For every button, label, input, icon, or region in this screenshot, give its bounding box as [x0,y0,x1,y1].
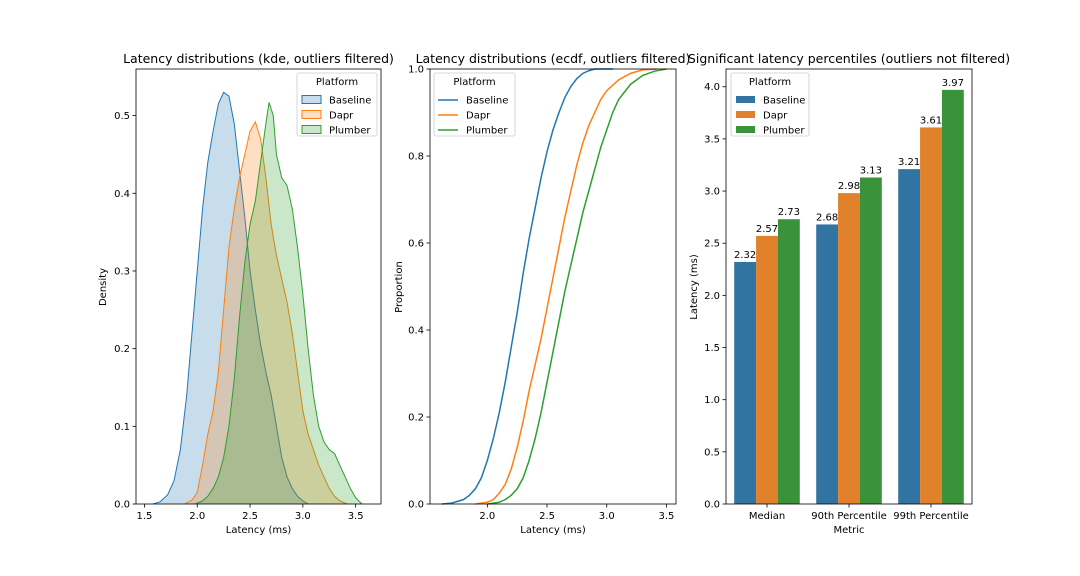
bar-panel: Significant latency percentiles (outlier… [688,51,1010,536]
kde-legend-label: Dapr [329,111,354,122]
bar-baseline [816,224,839,504]
bar-dapr [756,235,778,504]
ecdf-xtick-label: 3.0 [599,511,615,522]
bar-xtick-label: Median [749,511,785,522]
bar-xtick-label: 90th Percentile [811,511,887,522]
kde-area-plumber [195,102,362,505]
kde-ytick-label: 0.2 [114,344,130,355]
ecdf-ytick-label: 0.4 [408,326,424,337]
bar-ytick-label: 1.0 [704,395,720,406]
kde-area-dapr [184,121,348,504]
kde-xtick-label: 2.0 [189,511,205,522]
bar-plumber [777,219,800,504]
bar-legend-swatch [736,111,755,118]
kde-line-baseline [152,91,309,505]
bar-baseline [898,169,921,504]
bar-ytick-label: 1.5 [704,343,720,354]
ecdf-ylabel: Proportion [394,261,405,313]
bar-value-label: 3.13 [860,165,882,176]
kde-legend-label: Baseline [329,96,371,107]
ecdf-xtick-label: 2.0 [479,511,495,522]
bar-value-label: 2.57 [756,224,778,235]
kde-ytick-label: 0.5 [114,111,130,122]
ecdf-line-baseline [441,68,613,505]
kde-xtick-label: 3.5 [348,511,364,522]
ecdf-legend-box [433,72,516,137]
kde-xtick-label: 2.5 [242,511,258,522]
ecdf-axes-frame [429,68,677,505]
bar-ytick-label: 0.0 [704,500,720,511]
ecdf-ytick-label: 0.8 [408,152,424,163]
ecdf-panel: Latency distributions (ecdf, outliers fi… [394,51,690,536]
bar-xtick-label: 99th Percentile [893,511,969,522]
ecdf-line-plumber [487,68,667,505]
bar-xlabel: Metric [833,525,864,536]
bar-ytick-label: 0.5 [704,447,720,458]
kde-legend-swatch [301,95,322,104]
bar-dapr [920,127,942,505]
bar-ytick-label: 3.0 [704,187,720,198]
kde-ylabel: Density [98,268,109,306]
bar-ytick-label: 2.5 [704,239,720,250]
bar-plumber [859,177,882,505]
kde-legend-title: Platform [316,77,358,88]
bar-ylabel: Latency (ms) [689,254,700,320]
bar-value-label: 3.21 [898,157,920,168]
ecdf-title: Latency distributions (ecdf, outliers fi… [416,51,691,66]
bar-dapr [838,193,860,504]
kde-legend-label: Plumber [329,126,371,137]
bar-baseline [734,261,757,504]
bar-legend-swatch [736,96,755,103]
kde-xlabel: Latency (ms) [226,525,292,536]
ecdf-xtick-label: 3.5 [658,511,674,522]
bar-value-label: 3.61 [920,115,942,126]
ecdf-ytick-label: 0.2 [408,413,424,424]
kde-xtick-label: 3.0 [295,511,311,522]
kde-ytick-label: 0.3 [114,266,130,277]
kde-axes-frame [135,68,382,505]
ecdf-line-dapr [475,68,657,505]
ecdf-ytick-label: 0.6 [408,239,424,250]
kde-area-baseline [152,92,309,505]
kde-xtick-label: 1.5 [136,511,152,522]
bar-legend-swatch [736,126,755,133]
ecdf-legend-label: Plumber [466,126,508,137]
ecdf-legend-label: Dapr [466,111,491,122]
bar-ytick-label: 2.0 [704,291,720,302]
ecdf-ytick-label: 0.0 [408,500,424,511]
bar-value-label: 3.97 [942,78,964,89]
kde-legend-swatch [301,110,322,119]
bar-legend-label: Plumber [763,126,805,137]
ecdf-xtick-label: 2.5 [539,511,555,522]
kde-ytick-label: 0.1 [114,422,130,433]
kde-line-plumber [194,102,363,505]
kde-legend-swatch [301,125,322,134]
bar-value-label: 2.73 [778,207,800,218]
bar-value-label: 2.68 [816,212,838,223]
kde-ytick-label: 0.4 [114,189,130,200]
bar-axes-frame [725,68,973,505]
bar-ytick-label: 4.0 [704,82,720,93]
kde-title: Latency distributions (kde, outliers fil… [123,51,394,66]
kde-legend-box [296,72,378,137]
ecdf-xlabel: Latency (ms) [520,525,586,536]
bar-value-label: 2.98 [838,181,860,192]
bar-ytick-label: 3.5 [704,134,720,145]
ecdf-legend-label: Baseline [466,96,508,107]
bar-legend-title: Platform [749,77,791,88]
kde-ytick-label: 0.0 [114,500,130,511]
kde-line-dapr [184,120,348,505]
bar-plumber [941,89,964,505]
bar-title: Significant latency percentiles (outlier… [688,51,1010,66]
ecdf-legend-title: Platform [453,77,495,88]
kde-panel: Latency distributions (kde, outliers fil… [98,51,394,536]
ecdf-ytick-label: 1.0 [408,65,424,76]
bar-value-label: 2.32 [734,250,756,261]
bar-legend-label: Dapr [763,111,788,122]
bar-legend-label: Baseline [763,96,805,107]
bar-legend-box [730,72,810,137]
